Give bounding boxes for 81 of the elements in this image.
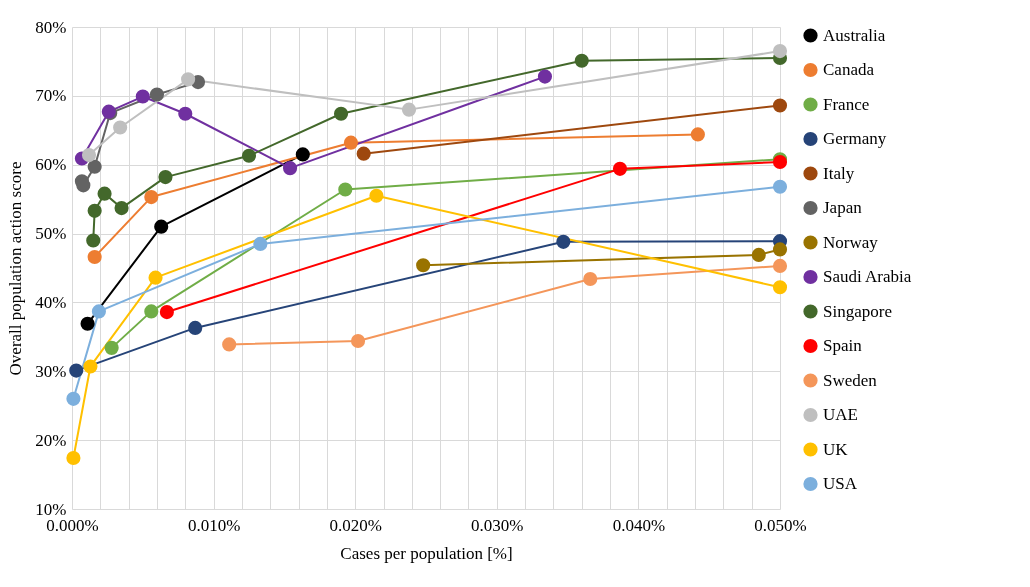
point bbox=[149, 87, 165, 102]
point bbox=[178, 106, 193, 121]
y-tick-label: 30% bbox=[35, 361, 67, 381]
point bbox=[83, 359, 98, 374]
point bbox=[241, 148, 257, 163]
x-tick-label: 0.010% bbox=[187, 515, 241, 535]
x-tick-label: 0.040% bbox=[612, 515, 666, 535]
y-tick-label: 70% bbox=[35, 86, 67, 106]
point bbox=[690, 127, 705, 142]
point bbox=[416, 258, 431, 273]
legend-label: Canada bbox=[823, 60, 875, 79]
point bbox=[159, 305, 174, 320]
point bbox=[104, 340, 119, 355]
point bbox=[333, 106, 349, 121]
point bbox=[401, 102, 417, 117]
point bbox=[350, 333, 366, 349]
point bbox=[583, 271, 598, 287]
legend-label: Singapore bbox=[823, 301, 892, 321]
point bbox=[81, 148, 97, 163]
y-tick-label: 80% bbox=[35, 17, 67, 37]
point bbox=[154, 219, 169, 234]
point bbox=[772, 98, 788, 113]
legend-label: Australia bbox=[823, 25, 886, 45]
point bbox=[338, 182, 353, 197]
point bbox=[97, 186, 112, 201]
point bbox=[87, 249, 102, 265]
point bbox=[574, 53, 589, 68]
legend-label: Saudi Arabia bbox=[823, 267, 912, 286]
legend-label: Germany bbox=[823, 129, 887, 148]
x-tick-label: 0.020% bbox=[329, 515, 382, 535]
legend-label: Norway bbox=[823, 232, 879, 252]
point bbox=[188, 320, 203, 335]
point bbox=[751, 247, 766, 262]
point bbox=[181, 72, 196, 87]
point bbox=[144, 304, 159, 319]
x-tick-label: 0.050% bbox=[754, 515, 807, 535]
y-tick-label: 20% bbox=[35, 430, 67, 450]
y-tick-label: 40% bbox=[35, 292, 67, 312]
legend-label: France bbox=[823, 94, 870, 114]
point bbox=[66, 391, 81, 406]
legend-label: UK bbox=[823, 439, 849, 459]
point bbox=[343, 135, 359, 150]
legend-label: USA bbox=[823, 474, 858, 493]
point bbox=[80, 316, 95, 331]
y-axis-title: Overall population action score bbox=[6, 161, 26, 376]
point bbox=[537, 69, 553, 84]
legend-label: Spain bbox=[823, 336, 863, 355]
point bbox=[772, 280, 788, 295]
point bbox=[222, 337, 237, 352]
point bbox=[158, 170, 173, 185]
point bbox=[69, 363, 84, 378]
point bbox=[86, 233, 101, 248]
x-tick-label: 0.030% bbox=[471, 515, 524, 535]
point bbox=[66, 450, 81, 466]
point bbox=[356, 146, 371, 161]
point bbox=[369, 188, 384, 203]
point bbox=[772, 44, 788, 59]
point bbox=[148, 270, 163, 285]
y-tick-label: 50% bbox=[35, 224, 67, 244]
point bbox=[253, 236, 268, 251]
point bbox=[91, 304, 106, 319]
legend-label: Japan bbox=[823, 198, 863, 217]
legend-label: Italy bbox=[823, 163, 855, 183]
point bbox=[612, 161, 628, 176]
point bbox=[144, 190, 159, 205]
point bbox=[772, 258, 788, 273]
point bbox=[135, 89, 150, 104]
point bbox=[114, 201, 129, 216]
point bbox=[76, 178, 91, 193]
point bbox=[772, 179, 788, 194]
legend-label: Sweden bbox=[823, 370, 878, 390]
point bbox=[772, 242, 788, 257]
point bbox=[282, 161, 298, 176]
x-axis-title: Cases per population [%] bbox=[340, 543, 513, 563]
legend-label: UAE bbox=[823, 405, 858, 424]
point bbox=[87, 159, 102, 174]
point bbox=[295, 147, 310, 162]
point bbox=[556, 234, 571, 249]
y-tick-label: 60% bbox=[35, 155, 67, 175]
point bbox=[87, 203, 102, 218]
point bbox=[113, 120, 128, 135]
